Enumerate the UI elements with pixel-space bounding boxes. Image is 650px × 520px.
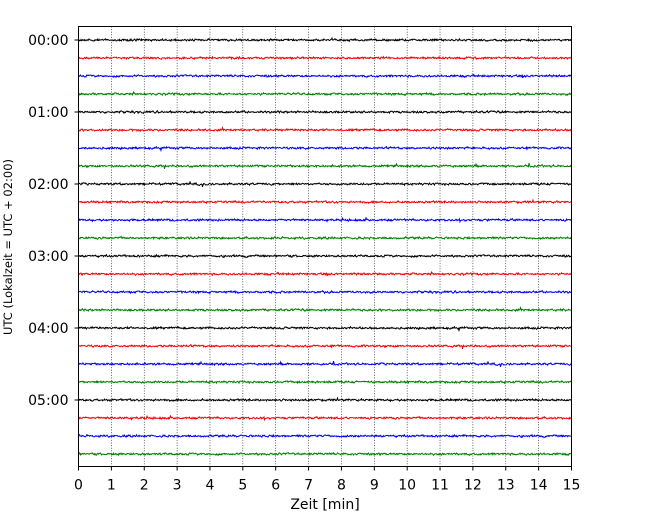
trace-row [78, 379, 572, 385]
y-tick-label: 04:00 [28, 321, 68, 337]
plot-frame [78, 26, 572, 467]
x-tick-label: 0 [74, 478, 83, 494]
trace-row [78, 253, 572, 259]
traces [78, 36, 572, 457]
x-tick-label: 12 [464, 478, 482, 494]
x-tick-label: 2 [140, 478, 149, 494]
x-tick-label: 11 [431, 478, 449, 494]
y-axis: 00:00 01:00 02:00 03:00 04:00 05:00 [28, 33, 79, 409]
y-tick-label: 00:00 [28, 33, 68, 49]
trace-row [78, 343, 572, 349]
trace-row [78, 217, 572, 224]
trace-row [78, 325, 572, 333]
trace-row [78, 109, 572, 115]
x-tick-label: 9 [370, 478, 379, 494]
trace-row [78, 415, 572, 422]
trace-row [78, 162, 572, 169]
y-tick-label: 01:00 [28, 105, 68, 121]
trace-row [78, 36, 572, 43]
trace-row [78, 90, 572, 97]
trace-row [78, 198, 572, 205]
x-tick-label: 3 [173, 478, 182, 494]
x-axis-title: Zeit [min] [290, 497, 359, 513]
trace-row [78, 433, 572, 439]
x-tick-label: 6 [271, 478, 280, 494]
x-tick-label: 5 [238, 478, 247, 494]
trace-row [78, 289, 572, 295]
trace-row [78, 360, 572, 367]
trace-row [78, 126, 572, 133]
x-tick-label: 14 [530, 478, 548, 494]
x-tick-label: 7 [304, 478, 313, 494]
trace-row [78, 73, 572, 79]
y-tick-label: 05:00 [28, 393, 68, 409]
x-axis: 0 1 2 3 4 5 6 7 8 9 10 11 12 13 14 15 [74, 466, 581, 494]
trace-row [78, 181, 572, 187]
x-tick-label: 8 [337, 478, 346, 494]
trace-row [78, 145, 572, 153]
y-axis-title: UTC (Lokalzeit = UTC + 02:00) [1, 159, 15, 335]
trace-row [78, 396, 572, 403]
trace-row [78, 55, 572, 61]
y-tick-label: 02:00 [28, 177, 68, 193]
trace-row [78, 306, 572, 313]
x-tick-label: 1 [107, 478, 116, 494]
x-tick-label: 10 [398, 478, 416, 494]
x-grid [111, 26, 539, 467]
trace-row [78, 270, 572, 277]
y-tick-label: 03:00 [28, 249, 68, 265]
x-tick-label: 13 [497, 478, 515, 494]
x-tick-label: 4 [206, 478, 215, 494]
trace-row [78, 235, 572, 241]
x-tick-label: 15 [563, 478, 581, 494]
trace-row [78, 451, 572, 457]
